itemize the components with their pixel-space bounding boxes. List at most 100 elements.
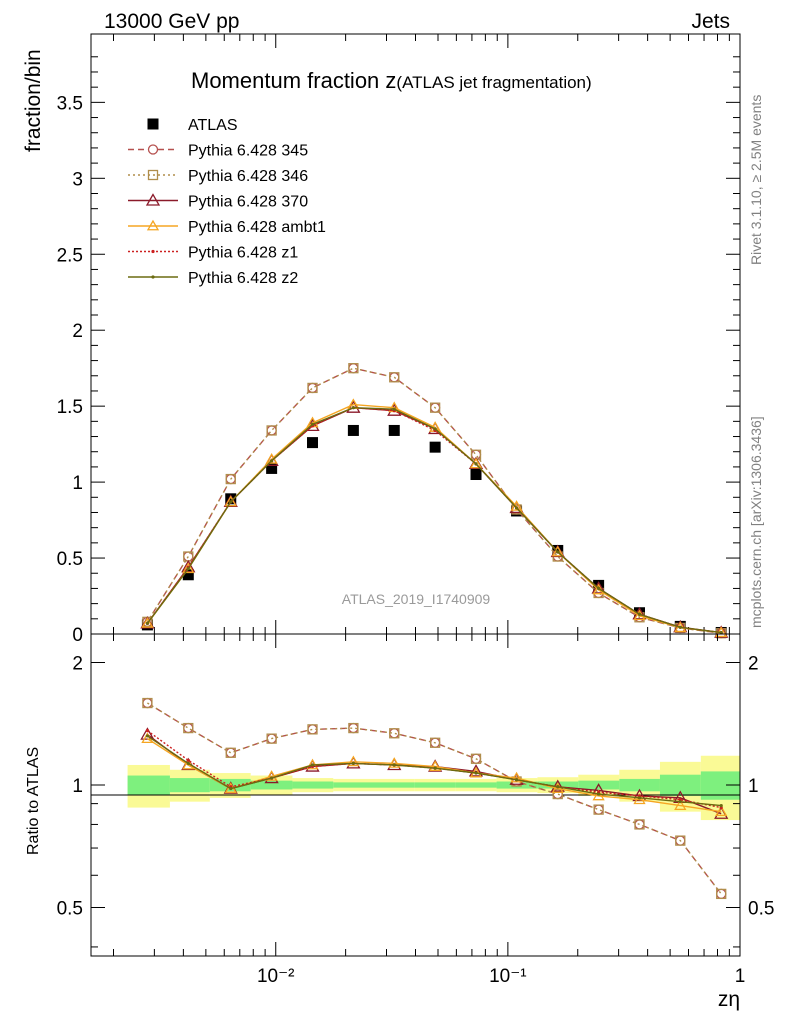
side-label-rivet: Rivet 3.1.10, ≥ 2.5M events xyxy=(748,95,764,265)
legend-label-z1: Pythia 6.428 z1 xyxy=(188,245,298,262)
band-inner-segment xyxy=(537,781,579,789)
main-point-atlas xyxy=(182,569,194,581)
main-point-ambt1 xyxy=(469,457,483,469)
main-ylabel: fraction/bin xyxy=(22,49,45,152)
band-inner-segment xyxy=(455,782,497,788)
header-right: Jets xyxy=(691,10,730,33)
ratio-point-p346 xyxy=(142,697,153,709)
ratio-point-p346 xyxy=(389,728,400,739)
main-point-atlas xyxy=(225,493,237,505)
legend-marker-z2 xyxy=(151,275,155,279)
ratio-line-z1 xyxy=(146,730,722,809)
main-point-p346 xyxy=(429,402,441,413)
main-point-ambt1 xyxy=(224,495,237,507)
ratio-point-z2 xyxy=(514,778,519,782)
legend-marker-ambt1 xyxy=(146,219,160,231)
legend-label-ambt1: Pythia 6.428 ambt1 xyxy=(188,219,326,236)
main-point-p345 xyxy=(183,551,194,562)
ratio-point-p346 xyxy=(348,722,359,734)
main-point-z2 xyxy=(351,406,355,410)
ratio-point-z2 xyxy=(392,763,396,767)
ratio-point-z2 xyxy=(637,796,642,800)
ratio-point-z2 xyxy=(678,800,682,804)
legend-label-z2: Pythia 6.428 z2 xyxy=(188,270,298,287)
main-point-atlas xyxy=(470,469,482,481)
ratio-point-z2 xyxy=(719,803,723,808)
x-tick-label: 1 xyxy=(735,966,746,987)
main-point-z2 xyxy=(556,550,560,554)
ratio-point-p345 xyxy=(225,747,236,758)
legend-marker-atlas xyxy=(147,118,159,130)
ratio-point-p346 xyxy=(593,804,604,815)
ratio-point-p346 xyxy=(470,753,482,764)
main-point-ambt1 xyxy=(182,562,195,574)
main-point-p370 xyxy=(181,559,196,573)
ratio-point-z2 xyxy=(351,761,355,766)
ratio-point-z2 xyxy=(310,763,315,767)
main-title-main: Momentum fraction z xyxy=(191,68,396,93)
main-point-atlas xyxy=(429,441,441,453)
band-inner-segment xyxy=(373,782,415,788)
main-point-z2 xyxy=(597,586,601,591)
legend-label-p370: Pythia 6.428 370 xyxy=(188,194,308,211)
ratio-frame xyxy=(90,633,741,957)
ratio-point-p346 xyxy=(225,747,236,758)
main-panel: 0 0.5 1 1.5 2 2.5 3 3.5 Momentum fraction z(ATL… xyxy=(22,33,741,646)
legend-marker-z1 xyxy=(151,249,155,254)
band-inner-segment xyxy=(333,782,374,788)
main-series-z2 xyxy=(145,406,723,635)
main-title-sub: (ATLAS jet fragmentation) xyxy=(396,73,591,92)
main-point-z2 xyxy=(719,631,723,635)
main-point-p346 xyxy=(389,372,400,383)
ratio-point-ambt1 xyxy=(388,757,401,768)
ratio-y-tick-label-right: 0.5 xyxy=(748,898,774,919)
main-point-atlas xyxy=(388,424,400,436)
main-title: Momentum fraction z(ATLAS jet fragmentat… xyxy=(191,68,592,93)
main-point-z2 xyxy=(637,612,642,616)
main-point-p346 xyxy=(307,382,318,394)
ratio-line-p346 xyxy=(147,702,722,895)
ratio-series-p346 xyxy=(142,697,727,900)
ratio-point-ambt1 xyxy=(347,755,360,767)
ratio-point-p346 xyxy=(183,722,194,734)
ratio-point-ambt1 xyxy=(715,805,728,817)
x-axis-label: zη xyxy=(718,988,740,1011)
main-point-atlas xyxy=(307,437,319,449)
ratio-point-z2 xyxy=(229,786,233,791)
main-point-z2 xyxy=(433,427,437,431)
ratio-y-tick-label-right: 1 xyxy=(748,776,759,797)
main-point-z2 xyxy=(678,625,682,629)
main-point-z2 xyxy=(310,422,315,426)
ratio-point-p370 xyxy=(468,764,484,777)
legend-label-p346: Pythia 6.428 346 xyxy=(188,168,308,185)
band-inner-segment xyxy=(659,774,701,796)
ratio-point-p346 xyxy=(634,819,645,830)
ratio-y-tick-label-right: 2 xyxy=(748,654,759,675)
ratio-point-p346 xyxy=(716,888,727,900)
legend-label-atlas: ATLAS xyxy=(188,117,238,134)
main-point-ambt1 xyxy=(141,617,154,628)
ratio-point-z2 xyxy=(556,785,560,789)
main-point-z2 xyxy=(474,462,478,466)
ratio-point-p346 xyxy=(307,724,318,735)
ratio-point-p345 xyxy=(183,722,194,734)
main-point-z2 xyxy=(145,621,150,625)
ratio-series xyxy=(140,697,729,900)
main-point-z2 xyxy=(392,407,396,411)
main-point-z2 xyxy=(186,567,190,571)
ratio-point-ambt1 xyxy=(510,771,523,783)
main-series xyxy=(140,363,729,639)
ratio-y-tick-label-left: 0.5 xyxy=(57,898,83,919)
ratio-y-tick-label-left: 2 xyxy=(72,654,83,675)
band-inner-segment xyxy=(619,778,660,792)
y-tick-label: 2.5 xyxy=(57,245,83,266)
ratio-point-z2 xyxy=(474,771,478,775)
ratio-point-ambt1 xyxy=(674,799,687,810)
main-point-p370 xyxy=(346,400,361,413)
legend-marker-p345 xyxy=(147,144,159,155)
main-ticks: 0 0.5 1 1.5 2 2.5 3 3.5 xyxy=(57,34,741,646)
ratio-point-p346 xyxy=(552,788,563,800)
main-point-p345 xyxy=(307,382,318,394)
band-inner-segment xyxy=(250,780,293,790)
ratio-point-p346 xyxy=(429,737,441,748)
